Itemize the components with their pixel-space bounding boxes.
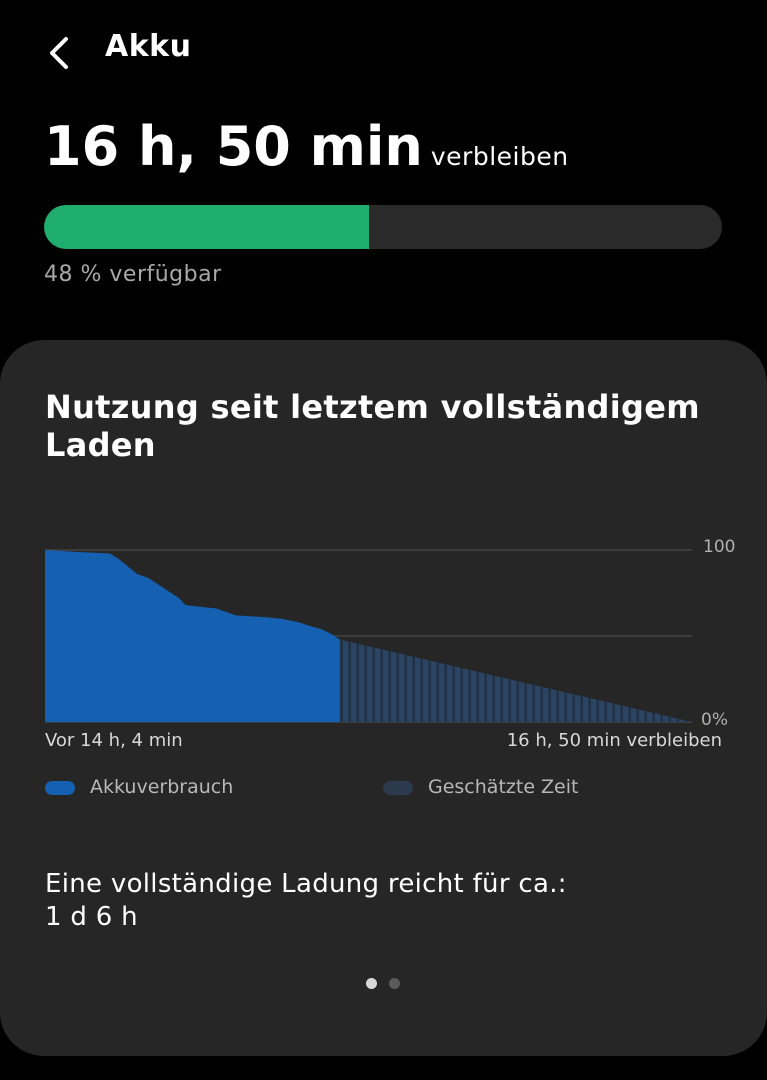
page-dot[interactable] (389, 978, 400, 989)
remaining-time-suffix: verbleiben (430, 142, 569, 171)
full-charge-info: Eine vollständige Ladung reicht für ca.:… (45, 868, 567, 934)
legend-swatch-usage (45, 781, 75, 795)
app-bar: Akku (0, 0, 767, 100)
legend-swatch-estimate (383, 781, 413, 795)
full-charge-value: 1 d 6 h (45, 902, 138, 932)
back-button[interactable] (36, 28, 84, 76)
battery-available-text: 48 % verfügbar (44, 262, 222, 287)
full-charge-label: Eine vollständige Ladung reicht für ca.: (45, 869, 567, 899)
battery-level-bar (44, 205, 722, 249)
chevron-left-icon (50, 37, 68, 69)
x-label-end: 16 h, 50 min verbleiben (506, 730, 722, 751)
legend-label-usage: Akkuverbrauch (90, 776, 234, 798)
legend-label-estimate: Geschätzte Zeit (428, 776, 579, 798)
remaining-time: 16 h, 50 min verbleiben (44, 115, 569, 178)
estimate-area (339, 639, 692, 722)
y-tick-label-bottom: 0% (701, 710, 728, 730)
page-title: Akku (105, 29, 192, 64)
usage-card-title: Nutzung seit letztem vollständigem Laden (45, 388, 700, 464)
x-label-start: Vor 14 h, 4 min (45, 730, 183, 751)
page-dot-active[interactable] (366, 978, 377, 989)
usage-area (45, 550, 340, 722)
battery-usage-chart (45, 549, 692, 723)
remaining-time-value: 16 h, 50 min (44, 115, 423, 178)
y-tick-label-top: 100 (703, 537, 736, 557)
usage-card[interactable]: Nutzung seit letztem vollständigem Laden… (0, 340, 767, 1056)
battery-level-fill (44, 205, 370, 249)
